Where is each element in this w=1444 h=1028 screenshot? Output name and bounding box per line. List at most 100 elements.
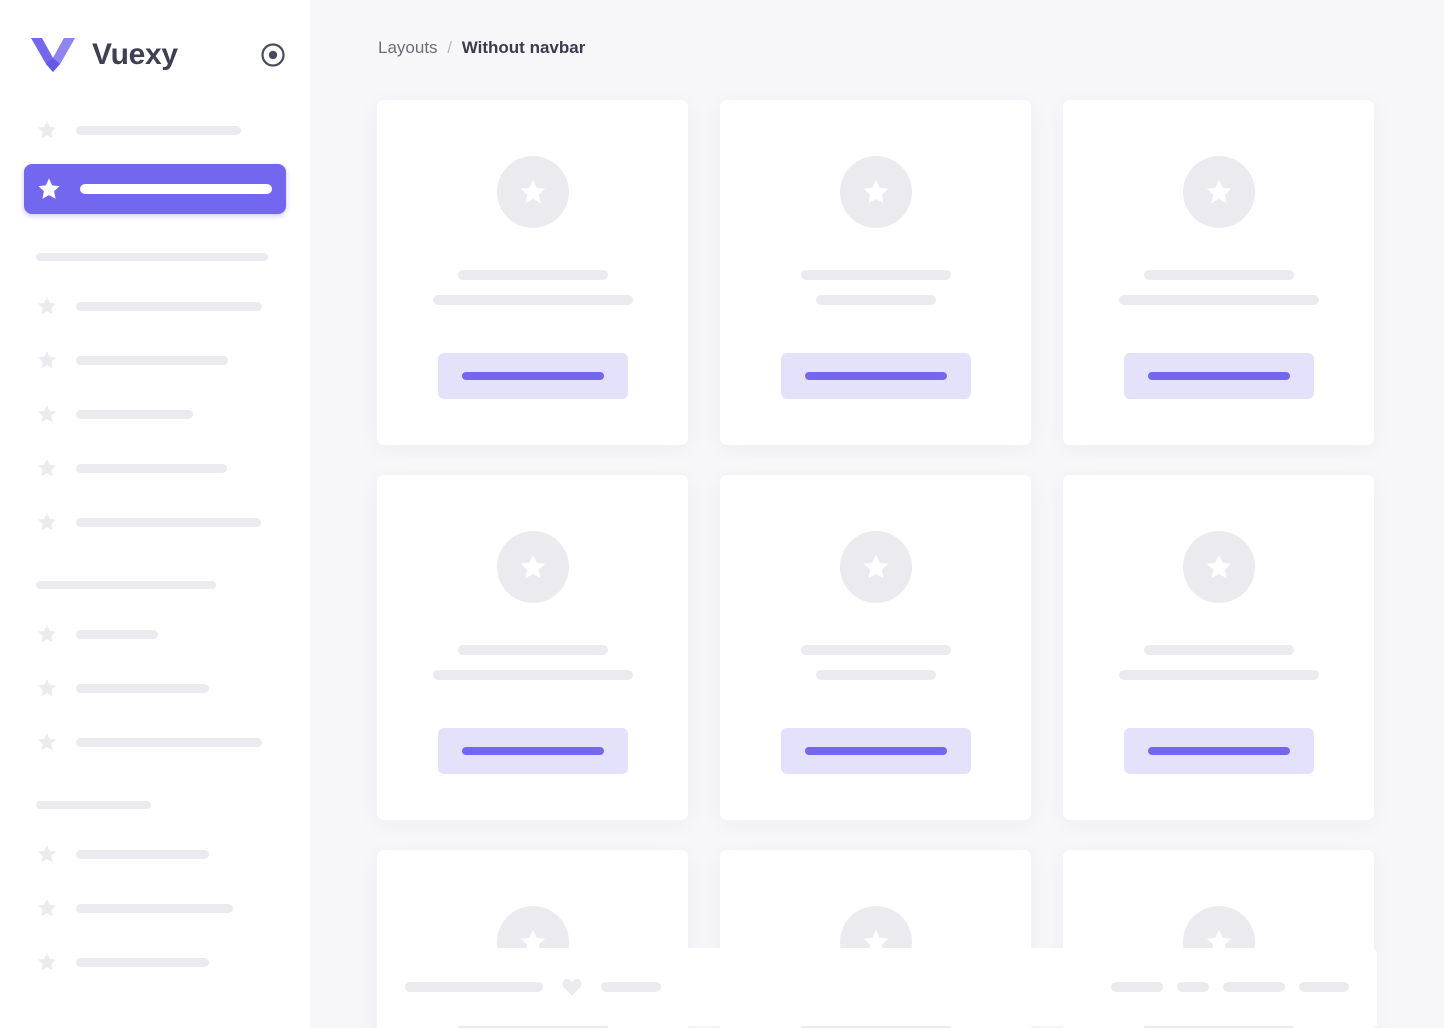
content-card[interactable] bbox=[377, 100, 688, 445]
sidebar-item-label-bar bbox=[76, 903, 233, 913]
star-icon bbox=[36, 119, 58, 141]
card-action-button-label-bar bbox=[461, 372, 604, 380]
sidebar-item-label-bar bbox=[76, 355, 228, 365]
avatar bbox=[1182, 156, 1255, 228]
card-subtitle-bar bbox=[815, 670, 936, 680]
breadcrumb-separator: / bbox=[447, 38, 453, 57]
sidebar-item[interactable] bbox=[24, 614, 286, 654]
card-action-button-label-bar bbox=[1147, 747, 1290, 755]
sidebar-item[interactable] bbox=[24, 110, 286, 150]
sidebar-item[interactable] bbox=[24, 888, 286, 928]
sidebar-item-label-bar bbox=[76, 517, 261, 527]
card-text-placeholder bbox=[720, 270, 1031, 305]
card-action-button[interactable] bbox=[1123, 353, 1314, 399]
star-icon bbox=[36, 897, 58, 919]
card-subtitle-bar bbox=[1118, 295, 1319, 305]
sidebar-item[interactable] bbox=[24, 286, 286, 326]
sidebar-item[interactable] bbox=[24, 340, 286, 380]
card-action-button[interactable] bbox=[1123, 728, 1314, 774]
card-action-button[interactable] bbox=[437, 728, 628, 774]
card-title-bar bbox=[457, 645, 608, 655]
card-title-bar bbox=[457, 270, 608, 280]
pin-toggle-circle-icon[interactable] bbox=[260, 42, 286, 68]
card-text-placeholder bbox=[377, 270, 688, 305]
star-icon bbox=[36, 843, 58, 865]
card-title-bar bbox=[1143, 270, 1294, 280]
card-text-placeholder bbox=[1063, 270, 1374, 305]
sidebar-item[interactable] bbox=[24, 502, 286, 542]
vuexy-chevron-logo-icon bbox=[30, 36, 76, 74]
footer-link-bar[interactable] bbox=[1177, 982, 1209, 992]
card-action-button-label-bar bbox=[1147, 372, 1290, 380]
card-action-button[interactable] bbox=[780, 728, 971, 774]
footer-link-bar[interactable] bbox=[1111, 982, 1163, 992]
footer-link-bar[interactable] bbox=[1299, 982, 1349, 992]
star-icon bbox=[36, 511, 58, 533]
content-card[interactable] bbox=[720, 100, 1031, 445]
star-icon bbox=[36, 731, 58, 753]
sidebar-item-label-bar bbox=[76, 957, 209, 967]
sidebar: Vuexy bbox=[0, 0, 310, 1028]
card-title-bar bbox=[800, 645, 951, 655]
sidebar-nav bbox=[0, 110, 310, 982]
sidebar-item-label-bar bbox=[80, 184, 272, 194]
sidebar-item-label-bar bbox=[76, 849, 209, 859]
sidebar-item[interactable] bbox=[24, 942, 286, 982]
star-icon bbox=[36, 176, 62, 202]
footer-text-bar bbox=[405, 982, 543, 992]
content-card[interactable] bbox=[377, 475, 688, 820]
star-icon bbox=[36, 349, 58, 371]
card-action-button-label-bar bbox=[461, 747, 604, 755]
star-icon bbox=[1204, 552, 1234, 582]
star-icon bbox=[36, 623, 58, 645]
content-card[interactable] bbox=[1063, 100, 1374, 445]
card-title-bar bbox=[1143, 645, 1294, 655]
sidebar-item-label-bar bbox=[76, 737, 262, 747]
sidebar-item-active[interactable] bbox=[24, 164, 286, 214]
main-content: Layouts / Without navbar bbox=[310, 0, 1444, 1028]
card-subtitle-bar bbox=[432, 670, 633, 680]
star-icon bbox=[36, 403, 58, 425]
sidebar-item[interactable] bbox=[24, 448, 286, 488]
card-text-placeholder bbox=[720, 645, 1031, 680]
sidebar-item[interactable] bbox=[24, 834, 286, 874]
breadcrumb-parent[interactable]: Layouts bbox=[378, 38, 438, 57]
card-subtitle-bar bbox=[432, 295, 633, 305]
footer-left-group bbox=[405, 976, 661, 998]
sidebar-item-label-bar bbox=[76, 629, 158, 639]
footer-link-bar[interactable] bbox=[1223, 982, 1285, 992]
footer-right-group bbox=[1111, 982, 1349, 992]
card-action-button-label-bar bbox=[804, 372, 947, 380]
sidebar-item[interactable] bbox=[24, 722, 286, 762]
star-icon bbox=[1204, 177, 1234, 207]
sidebar-section-divider bbox=[24, 244, 286, 270]
sidebar-section-label-bar bbox=[36, 253, 268, 261]
star-icon bbox=[1204, 927, 1234, 957]
card-action-button[interactable] bbox=[437, 353, 628, 399]
sidebar-item[interactable] bbox=[24, 668, 286, 708]
avatar bbox=[496, 531, 569, 603]
brand[interactable]: Vuexy bbox=[30, 36, 260, 74]
sidebar-item-label-bar bbox=[76, 125, 241, 135]
sidebar-section-divider bbox=[24, 792, 286, 818]
sidebar-item-label-bar bbox=[76, 409, 193, 419]
footer-bar bbox=[377, 948, 1377, 1026]
sidebar-item-label-bar bbox=[76, 463, 227, 473]
content-card[interactable] bbox=[720, 475, 1031, 820]
sidebar-section-label-bar bbox=[36, 581, 216, 589]
star-icon bbox=[36, 295, 58, 317]
sidebar-item[interactable] bbox=[24, 394, 286, 434]
avatar bbox=[496, 156, 569, 228]
sidebar-section-label-bar bbox=[36, 801, 151, 809]
content-card[interactable] bbox=[1063, 475, 1374, 820]
star-icon bbox=[861, 927, 891, 957]
star-icon bbox=[518, 552, 548, 582]
sidebar-item-label-bar bbox=[76, 683, 209, 693]
footer-link-bar[interactable] bbox=[601, 982, 661, 992]
star-icon bbox=[518, 927, 548, 957]
card-subtitle-bar bbox=[1118, 670, 1319, 680]
sidebar-section-divider bbox=[24, 572, 286, 598]
heart-icon[interactable] bbox=[561, 976, 583, 998]
card-title-bar bbox=[800, 270, 951, 280]
card-action-button[interactable] bbox=[780, 353, 971, 399]
